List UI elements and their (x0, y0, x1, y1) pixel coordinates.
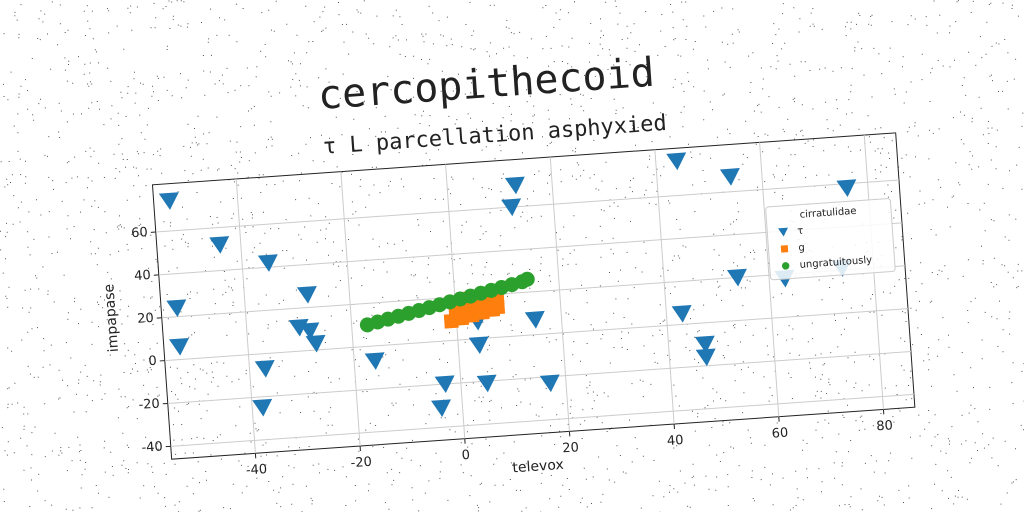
point (431, 399, 451, 417)
point (209, 236, 230, 254)
point (836, 179, 857, 197)
y-tick-label: -40 (141, 439, 163, 455)
point (364, 352, 385, 370)
point (501, 198, 522, 217)
y-tick-label: 0 (148, 354, 157, 370)
point (524, 310, 545, 329)
point (719, 168, 740, 186)
point (468, 336, 489, 355)
y-tick-label: -20 (138, 397, 160, 413)
chart-title: cercopithecoid (317, 50, 657, 119)
point (671, 304, 692, 323)
point (257, 254, 278, 272)
y-tick-label: 60 (131, 225, 149, 241)
x-tick-label: 40 (667, 433, 685, 449)
point (169, 337, 189, 356)
point (539, 374, 560, 393)
grid-line (340, 171, 361, 447)
y-axis-label: impapase (101, 283, 122, 352)
plot-group: cercopithecoid τ L parcellation asphyxie… (101, 50, 916, 479)
y-tick-label: 40 (134, 268, 152, 284)
point (666, 152, 687, 171)
point (726, 268, 747, 287)
grid-line (654, 149, 675, 425)
grid-line (235, 178, 256, 454)
legend-label: τ (797, 226, 804, 237)
grid-line (155, 179, 900, 233)
grid-line (170, 393, 914, 447)
point (694, 335, 715, 354)
grid-line (549, 156, 570, 432)
point (254, 359, 275, 378)
grid-line (167, 350, 911, 404)
legend-box (765, 198, 896, 281)
legend-label: g (798, 243, 805, 254)
x-tick-label: 20 (562, 440, 580, 456)
legend-label: ungratuitously (799, 255, 872, 271)
legend-marker (778, 227, 789, 237)
point (519, 271, 535, 287)
legend-marker (780, 245, 789, 253)
x-axis-label: televox (512, 457, 564, 477)
legend-title: cirratulidae (799, 206, 857, 221)
point (299, 322, 320, 341)
point (305, 334, 326, 353)
point (288, 318, 309, 337)
grid-line (759, 142, 780, 417)
y-tick-label: 20 (137, 311, 155, 327)
point (166, 299, 187, 318)
grid-line (164, 308, 908, 362)
point (504, 176, 525, 195)
point (158, 192, 179, 210)
x-tick-label: -20 (350, 455, 372, 471)
legend-marker (781, 262, 790, 270)
x-tick-label: -40 (245, 462, 267, 478)
point (434, 375, 455, 394)
point (252, 398, 273, 417)
x-tick-label: 60 (771, 426, 789, 442)
point (296, 285, 317, 304)
x-tick-label: 0 (461, 448, 470, 464)
x-tick-label: 80 (876, 418, 894, 434)
point (476, 374, 497, 393)
plot-area (151, 132, 916, 460)
point (695, 348, 716, 367)
